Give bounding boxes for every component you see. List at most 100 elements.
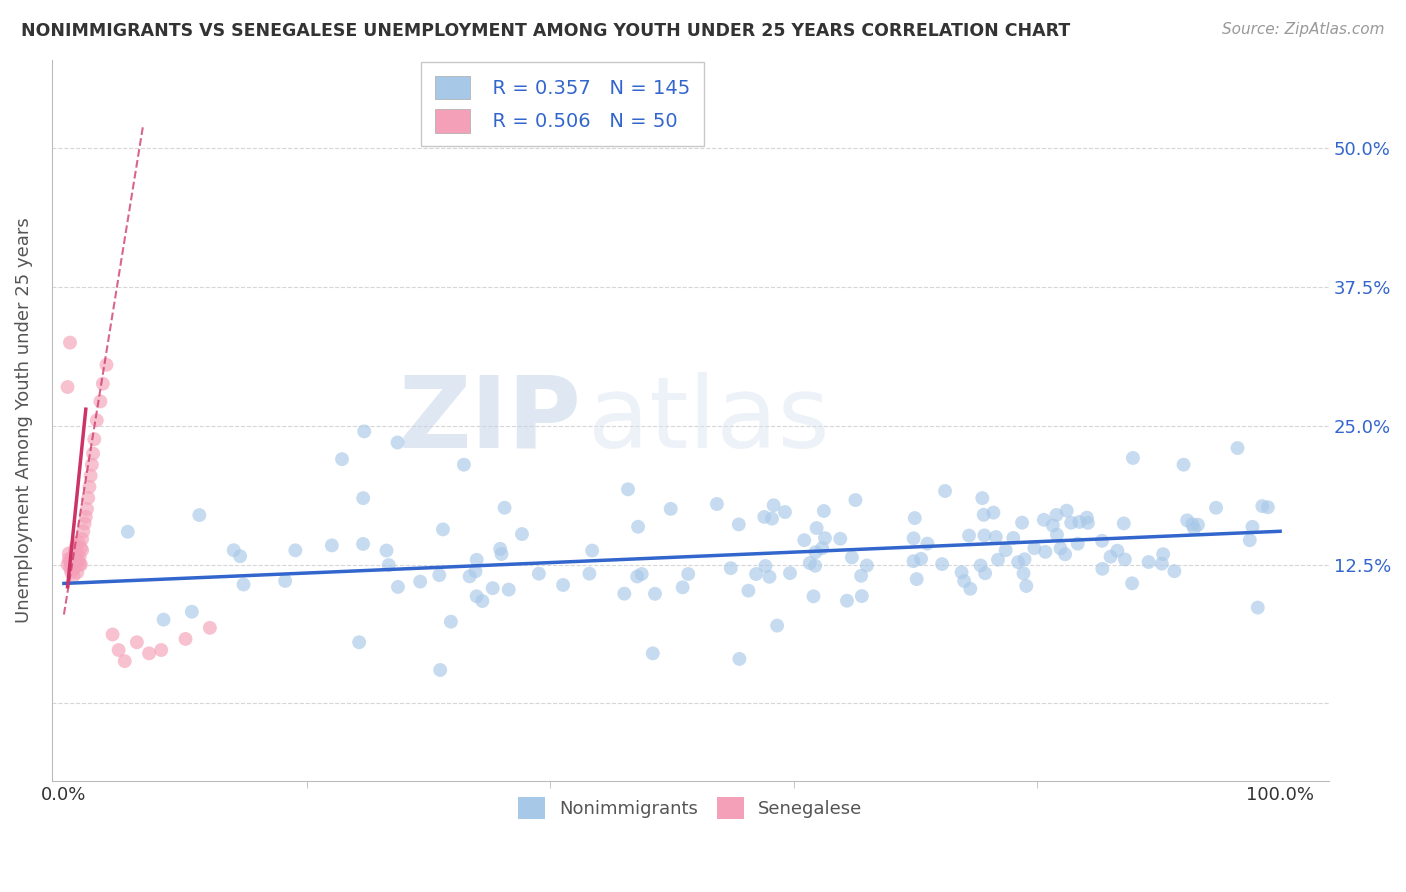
Point — [378, 558, 401, 572]
Point — [65, 552, 87, 566]
Point — [1150, 557, 1173, 571]
Point — [79, 480, 101, 494]
Point — [803, 590, 825, 604]
Point — [76, 502, 98, 516]
Point — [814, 531, 837, 545]
Point — [489, 541, 512, 556]
Point — [1032, 513, 1054, 527]
Point — [117, 524, 139, 539]
Point — [58, 552, 80, 566]
Point — [82, 447, 104, 461]
Point — [804, 545, 827, 559]
Point — [440, 615, 463, 629]
Point — [737, 583, 759, 598]
Point — [498, 582, 520, 597]
Point — [1241, 520, 1264, 534]
Point — [972, 491, 994, 505]
Text: atlas: atlas — [588, 372, 830, 469]
Point — [59, 554, 82, 568]
Point — [617, 483, 640, 497]
Point — [321, 538, 343, 552]
Point — [1175, 513, 1198, 527]
Point — [835, 593, 858, 607]
Point — [626, 569, 648, 583]
Point — [551, 578, 574, 592]
Point — [80, 458, 103, 472]
Point — [62, 562, 84, 576]
Point — [432, 523, 454, 537]
Point — [1067, 536, 1090, 550]
Point — [67, 554, 90, 568]
Point — [353, 425, 375, 439]
Point — [86, 413, 108, 427]
Point — [728, 652, 751, 666]
Point — [1035, 545, 1057, 559]
Point — [641, 646, 664, 660]
Point — [758, 570, 780, 584]
Point — [910, 551, 932, 566]
Point — [125, 635, 148, 649]
Point — [934, 483, 956, 498]
Point — [89, 394, 111, 409]
Point — [959, 582, 981, 596]
Point — [83, 432, 105, 446]
Point — [973, 528, 995, 542]
Point — [77, 491, 100, 505]
Text: ZIP: ZIP — [399, 372, 582, 469]
Point — [1121, 576, 1143, 591]
Point — [581, 543, 603, 558]
Point — [811, 541, 834, 555]
Point — [69, 549, 91, 564]
Point — [1137, 555, 1160, 569]
Point — [1181, 517, 1204, 532]
Point — [59, 561, 82, 575]
Point — [101, 627, 124, 641]
Point — [793, 533, 815, 548]
Point — [59, 335, 82, 350]
Point — [1257, 500, 1279, 515]
Point — [1045, 508, 1067, 522]
Point — [1122, 450, 1144, 465]
Point — [973, 508, 995, 522]
Text: NONIMMIGRANTS VS SENEGALESE UNEMPLOYMENT AMONG YOUTH UNDER 25 YEARS CORRELATION : NONIMMIGRANTS VS SENEGALESE UNEMPLOYMENT… — [21, 22, 1070, 40]
Point — [1012, 566, 1035, 581]
Point — [1107, 543, 1129, 558]
Point — [779, 566, 801, 581]
Point — [905, 572, 928, 586]
Point — [107, 643, 129, 657]
Point — [676, 566, 699, 581]
Point — [510, 527, 533, 541]
Point — [969, 558, 991, 573]
Point — [1187, 517, 1209, 532]
Point — [114, 654, 136, 668]
Point — [471, 594, 494, 608]
Point — [138, 646, 160, 660]
Point — [754, 559, 776, 574]
Point — [974, 566, 997, 581]
Point — [984, 530, 1007, 544]
Point — [1060, 516, 1083, 530]
Point — [79, 468, 101, 483]
Point — [613, 587, 636, 601]
Point — [465, 589, 488, 603]
Point — [409, 574, 432, 589]
Point — [706, 497, 728, 511]
Point — [70, 558, 93, 572]
Point — [427, 568, 450, 582]
Point — [720, 561, 742, 575]
Point — [1046, 527, 1069, 541]
Point — [188, 508, 211, 522]
Point — [70, 541, 93, 555]
Point — [931, 557, 953, 571]
Point — [180, 605, 202, 619]
Point — [284, 543, 307, 558]
Point — [1226, 441, 1249, 455]
Point — [465, 553, 488, 567]
Point — [1152, 547, 1174, 561]
Point — [375, 543, 398, 558]
Point — [458, 569, 481, 583]
Point — [96, 358, 118, 372]
Point — [73, 516, 96, 531]
Point — [1173, 458, 1195, 472]
Legend: Nonimmigrants, Senegalese: Nonimmigrants, Senegalese — [510, 789, 869, 826]
